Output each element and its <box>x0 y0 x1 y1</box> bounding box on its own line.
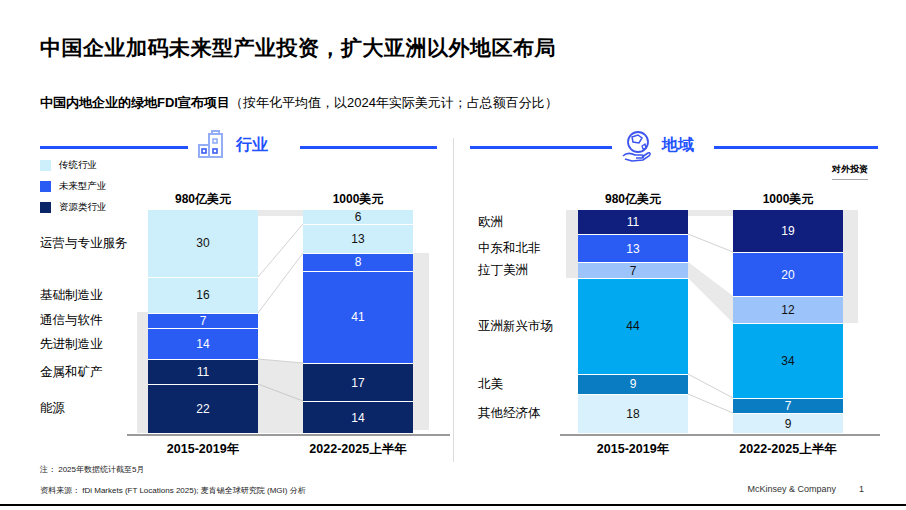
category-label: 中东和北非 <box>478 240 541 256</box>
category-label: 其他经济体 <box>478 405 541 421</box>
geography-chart: 980亿美元 1000美元 1113744918 1920123479 欧洲中东… <box>0 0 906 510</box>
x-axis <box>560 434 880 436</box>
category-label: 亚洲新兴市场 <box>478 318 553 334</box>
category-label: 拉丁美洲 <box>478 262 528 278</box>
category-label: 欧洲 <box>478 214 503 230</box>
category-label: 北美 <box>478 376 503 392</box>
x-axis-label: 2015-2019年 <box>578 441 688 458</box>
slide: 中国企业加码未来型产业投资，扩大亚洲以外地区布局 中国内地企业的绿地FDI宣布项… <box>0 0 906 510</box>
x-axis-label: 2022-2025上半年 <box>718 441 858 458</box>
